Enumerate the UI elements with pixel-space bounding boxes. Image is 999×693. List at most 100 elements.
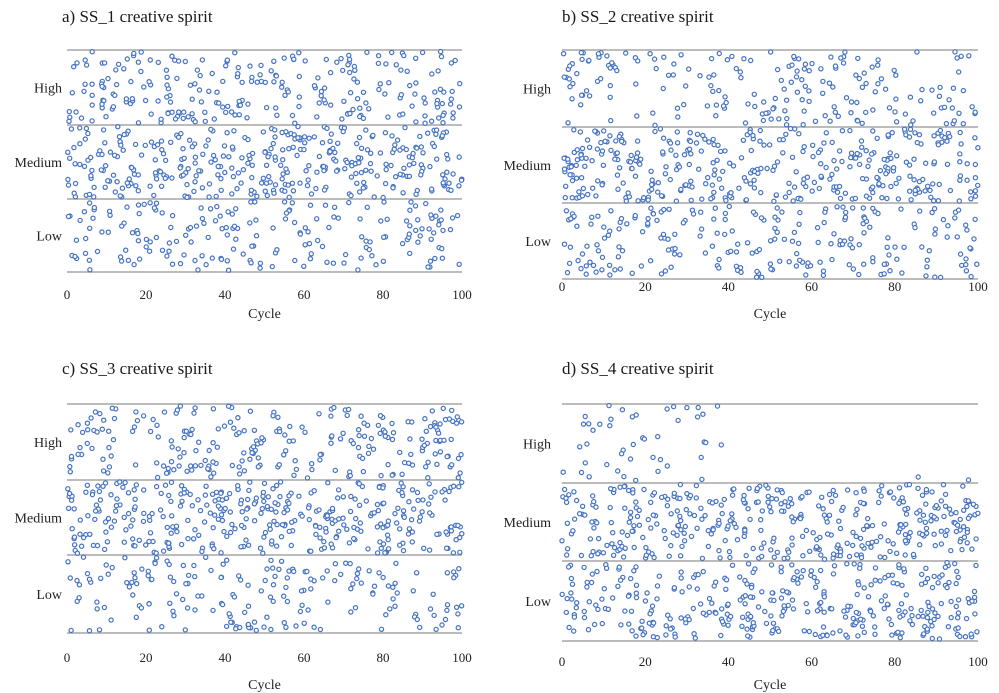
data-point [427,510,433,516]
x-tick-label: 60 [805,654,818,669]
data-point [125,510,132,517]
data-point [72,180,79,187]
data-point [108,453,114,459]
data-point [946,506,953,512]
data-point [771,554,778,561]
data-point [168,459,175,465]
data-point [861,70,867,76]
data-point [253,232,260,239]
data-point [959,262,965,269]
data-point [257,72,263,78]
data-point [108,524,115,530]
data-point [330,145,336,152]
data-point [131,570,137,576]
panel-title: c) SS_3 creative spirit [62,359,213,378]
data-point [273,105,279,111]
data-point [663,164,669,170]
data-point [67,575,74,581]
data-point [414,145,420,151]
data-point [189,96,195,102]
data-point [299,424,305,430]
data-point [770,627,776,634]
data-point [705,527,712,534]
data-point [931,110,937,116]
data-point [220,561,226,567]
data-point [358,255,364,261]
data-point [782,499,788,505]
data-point [824,531,831,537]
data-point [607,82,614,89]
data-point [919,531,926,538]
data-point [133,183,139,189]
data-point [862,215,868,221]
data-point [395,505,401,511]
data-point [164,253,170,259]
data-point [817,567,824,574]
data-point [628,608,635,615]
data-point [885,538,891,544]
data-point [383,61,389,67]
data-point [963,268,970,274]
data-point [957,177,963,183]
data-point [687,138,694,145]
data-point [884,601,891,608]
data-point [131,424,138,430]
data-point [584,579,590,586]
data-point [771,163,778,169]
data-point [798,196,804,202]
data-point [412,91,418,97]
data-point [582,413,588,420]
data-point [390,185,396,191]
data-point [967,245,973,251]
data-point [664,503,671,509]
data-point [234,185,240,192]
data-point [846,553,853,560]
data-point [668,511,674,517]
data-point [397,147,403,153]
data-point [459,531,465,537]
data-point [816,503,822,509]
data-point [406,162,413,168]
data-point [297,231,304,237]
data-point [450,550,457,556]
data-point [444,453,450,460]
data-point [238,501,244,507]
data-point [132,496,138,502]
data-point [377,81,383,87]
data-point [568,163,574,170]
data-point [952,215,958,221]
data-point [610,530,616,536]
data-point [884,195,890,202]
data-point [965,595,971,602]
data-point [264,566,270,572]
data-point [258,62,264,69]
data-point [861,629,868,636]
data-point [861,230,867,236]
data-point [814,579,820,585]
data-point [423,200,429,207]
data-point [75,451,81,458]
data-point [796,130,802,137]
data-point [283,166,289,172]
data-point [351,76,357,82]
data-point [85,130,91,137]
data-point [599,267,605,273]
data-point [877,578,883,584]
x-tick-label: 0 [559,279,566,294]
data-point [645,215,651,222]
data-point [580,421,587,427]
data-point [972,216,978,223]
data-point [716,256,722,263]
x-tick-label: 0 [559,654,566,669]
data-point [860,220,866,227]
data-point [768,562,775,568]
data-point [168,438,174,444]
data-point [931,514,937,520]
data-point [751,91,758,98]
data-point [665,72,672,79]
data-point [783,131,789,137]
data-point [948,598,954,605]
data-point [965,498,972,504]
data-point [332,467,338,474]
data-point [745,506,751,512]
